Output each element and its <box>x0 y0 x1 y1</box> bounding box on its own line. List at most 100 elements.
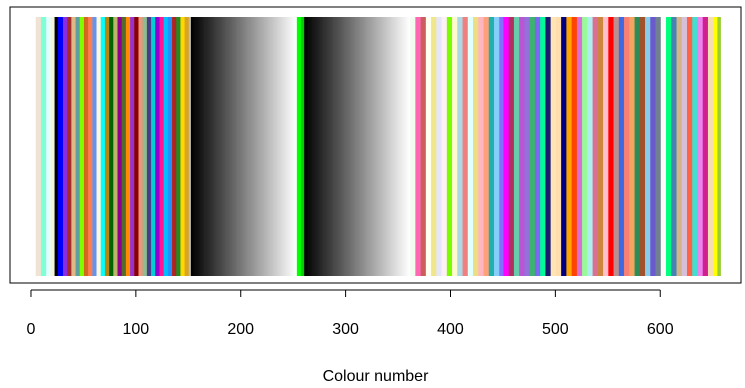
colour-bar-617 <box>677 17 679 276</box>
colour-bar-315 <box>360 17 363 276</box>
colour-bar-387 <box>436 17 438 276</box>
colour-bar-561 <box>618 17 621 276</box>
colour-bar-597 <box>656 17 658 276</box>
colour-bar-619 <box>679 17 682 276</box>
colour-bar-538 <box>594 17 597 276</box>
colour-bar-568 <box>626 17 628 276</box>
colour-bar-213 <box>253 17 256 276</box>
colour-bar-93 <box>127 17 130 276</box>
colour-bar-169 <box>207 17 210 276</box>
colour-bar-423 <box>474 17 476 276</box>
colour-bar-624 <box>684 17 687 276</box>
colour-bar-55 <box>88 17 90 276</box>
colour-bar-232 <box>273 17 276 276</box>
colour-bar-277 <box>320 17 323 276</box>
colour-bar-593 <box>652 17 654 276</box>
colour-bar-205 <box>245 17 247 276</box>
colour-bar-427 <box>478 17 480 276</box>
colour-bar-264 <box>307 17 309 276</box>
colour-bar-287 <box>331 17 333 276</box>
colour-bar-343 <box>390 17 392 276</box>
colour-bar-189 <box>228 17 231 276</box>
colour-bar-335 <box>381 17 384 276</box>
colour-bar-612 <box>672 17 674 276</box>
colour-bar-271 <box>314 17 317 276</box>
colour-bar-70 <box>103 17 106 276</box>
colour-bar-627 <box>688 17 690 276</box>
colour-bar-256 <box>298 17 301 276</box>
colour-bar-573 <box>631 17 633 276</box>
colour-bar-107 <box>142 17 145 276</box>
colour-bar-657 <box>719 17 721 276</box>
colour-bar-75 <box>109 17 111 276</box>
colour-bar-450 <box>502 17 504 276</box>
colour-bar-147 <box>184 17 187 276</box>
colour-bar-227 <box>268 17 270 276</box>
colour-bar-269 <box>312 17 314 276</box>
colour-bar-144 <box>181 17 183 276</box>
colour-bar-317 <box>362 17 365 276</box>
colour-bar-409 <box>459 17 461 276</box>
colour-bar-463 <box>516 17 518 276</box>
colour-bar-640 <box>701 17 704 276</box>
colour-bar-291 <box>335 17 338 276</box>
colour-bar-457 <box>509 17 512 276</box>
colour-bar-61 <box>94 17 96 276</box>
colour-bar-345 <box>392 17 394 276</box>
colour-bar-184 <box>223 17 225 276</box>
colour-bar-253 <box>295 17 298 276</box>
colour-bar-114 <box>150 17 152 276</box>
colour-bar-366 <box>414 17 416 276</box>
colour-bar-11 <box>41 17 44 276</box>
colour-bar-478 <box>531 17 534 276</box>
colour-bar-494 <box>548 17 550 276</box>
colour-bar-45 <box>77 17 80 276</box>
colour-bar-17 <box>48 17 50 276</box>
colour-bar-328 <box>374 17 376 276</box>
colour-bar-193 <box>232 17 235 276</box>
colour-bar-182 <box>221 17 223 276</box>
colour-bar-550 <box>607 17 609 276</box>
colour-bar-442 <box>494 17 496 276</box>
colour-bar-539 <box>595 17 598 276</box>
colour-bar-191 <box>230 17 233 276</box>
colour-bar-554 <box>611 17 613 276</box>
colour-bar-359 <box>406 17 409 276</box>
colour-bar-443 <box>495 17 497 276</box>
colour-bar-141 <box>178 17 180 276</box>
colour-bar-622 <box>682 17 685 276</box>
colour-bar-650 <box>712 17 714 276</box>
colour-bar-621 <box>681 17 684 276</box>
colour-bar-519 <box>574 17 577 276</box>
colour-bar-27 <box>58 17 61 276</box>
colour-bar-166 <box>204 17 206 276</box>
colour-bar-340 <box>387 17 389 276</box>
colour-bar-354 <box>401 17 404 276</box>
colour-bar-529 <box>585 17 587 276</box>
colour-bar-250 <box>292 17 295 276</box>
colour-bar-67 <box>100 17 103 276</box>
colour-bar-569 <box>627 17 629 276</box>
colour-bar-173 <box>211 17 214 276</box>
colour-bar-330 <box>376 17 378 276</box>
colour-bar-590 <box>649 17 651 276</box>
colour-bar-117 <box>153 17 155 276</box>
colour-bar-60 <box>93 17 95 276</box>
colour-bar-417 <box>467 17 470 276</box>
colour-bar-77 <box>111 17 113 276</box>
colour-bar-13 <box>44 17 46 276</box>
colour-bar-648 <box>710 17 712 276</box>
colour-bar-87 <box>121 17 124 276</box>
colour-bar-580 <box>638 17 641 276</box>
colour-bar-22 <box>53 17 55 276</box>
colour-bar-333 <box>379 17 382 276</box>
colour-bar-571 <box>629 17 631 276</box>
colour-bar-283 <box>327 17 329 276</box>
colour-bar-25 <box>56 17 59 276</box>
colour-bar-143 <box>180 17 182 276</box>
colour-bar-175 <box>213 17 216 276</box>
colour-bar-80 <box>114 17 116 276</box>
colour-bar-546 <box>603 17 605 276</box>
colour-bar-79 <box>113 17 115 276</box>
colour-bar-47 <box>79 17 82 276</box>
